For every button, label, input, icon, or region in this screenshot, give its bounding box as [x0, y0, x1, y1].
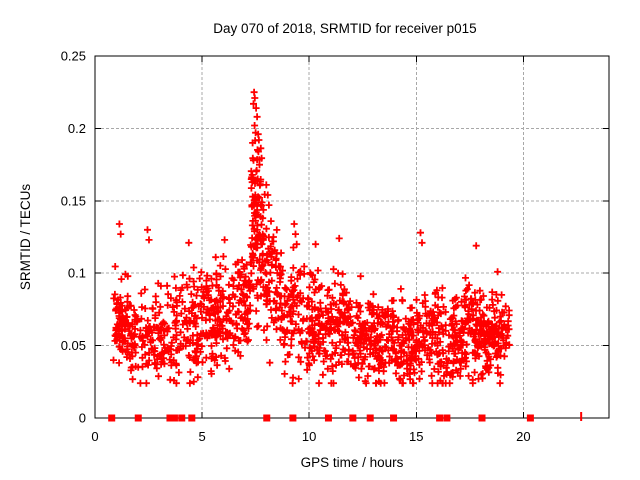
zero-value-marker: [390, 414, 398, 422]
y-tick-label: 0.15: [61, 193, 86, 208]
zero-value-marker: [134, 414, 142, 422]
x-axis-label: GPS time / hours: [301, 455, 404, 470]
x-tick-label: 0: [91, 429, 98, 444]
scatter-points: [110, 88, 513, 387]
y-tick-labels: 0 0.05 0.1 0.15 0.2 0.25: [61, 49, 86, 426]
zero-value-marker: [108, 414, 116, 422]
y-tick-label: 0.05: [61, 338, 86, 353]
chart-title: Day 070 of 2018, SRMTID for receiver p01…: [213, 21, 476, 36]
y-tick-label: 0.2: [68, 121, 86, 136]
zero-value-marker: [349, 414, 357, 422]
zero-value-marker: [170, 414, 178, 422]
zero-value-markers: [108, 414, 534, 422]
y-tick-label: 0.25: [61, 49, 86, 64]
zero-value-marker: [178, 414, 186, 422]
zero-value-marker: [324, 414, 332, 422]
zero-value-marker: [443, 414, 451, 422]
zero-value-marker: [263, 414, 271, 422]
x-tick-label: 20: [516, 429, 530, 444]
y-axis-label: SRMTID / TECUs: [18, 184, 33, 291]
x-tick-labels: 0 5 10 15 20: [91, 429, 530, 444]
zero-value-marker: [188, 414, 196, 422]
zero-value-marker: [289, 414, 297, 422]
x-tick-label: 5: [198, 429, 205, 444]
zero-value-marker: [478, 414, 486, 422]
zero-value-marker: [166, 414, 174, 422]
zero-value-marker: [366, 414, 374, 422]
zero-value-marker: [526, 414, 534, 422]
y-tick-label: 0: [79, 411, 86, 426]
zero-value-marker: [436, 414, 444, 422]
x-tick-label: 15: [409, 429, 423, 444]
x-tick-label: 10: [302, 429, 316, 444]
y-tick-label: 0.1: [68, 266, 86, 281]
